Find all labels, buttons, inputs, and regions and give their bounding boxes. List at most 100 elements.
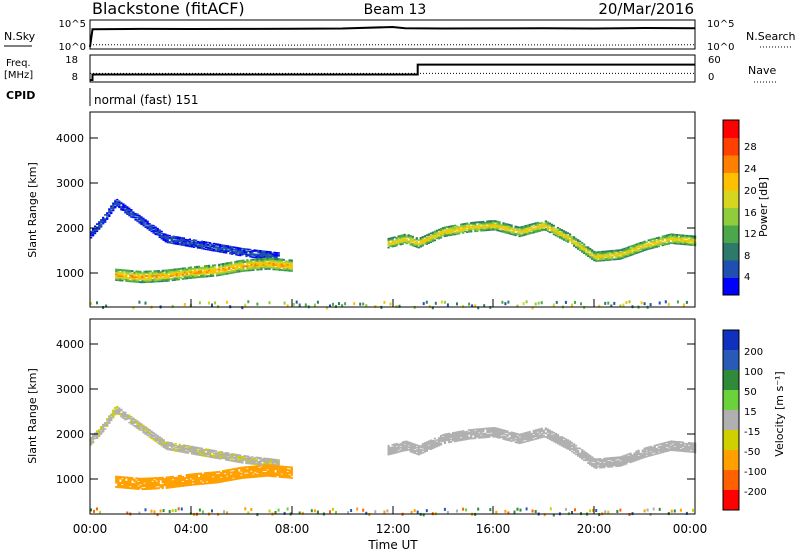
heatmap-cell (466, 231, 469, 234)
heatmap-cell (260, 268, 263, 271)
heatmap-cell (552, 439, 555, 442)
heatmap-cell (158, 438, 161, 440)
heatmap-cell (139, 480, 142, 483)
heatmap-cell (216, 477, 219, 480)
heatmap-cell (278, 474, 281, 477)
heatmap-cell (445, 226, 449, 228)
heatmap-cell (520, 433, 523, 435)
heatmap-cell (435, 444, 439, 447)
heatmap-cell (225, 248, 228, 250)
heatmap-cell (258, 268, 261, 271)
heatmap-cell (411, 447, 414, 450)
heatmap-cell (138, 300, 141, 304)
heatmap-cell (141, 275, 144, 278)
heatmap-cell (284, 476, 287, 479)
heatmap-cell (106, 214, 109, 216)
heatmap-cell (603, 250, 606, 253)
heatmap-cell (488, 224, 491, 226)
heatmap-cell (665, 447, 668, 450)
heatmap-cell (196, 245, 200, 247)
heatmap-cell (236, 267, 239, 270)
heatmap-cell (173, 477, 176, 480)
heatmap-cell (170, 442, 173, 444)
heatmap-cell (413, 447, 416, 450)
heatmap-cell (197, 481, 201, 484)
heatmap-cell (657, 240, 660, 243)
heatmap-cell (462, 229, 465, 232)
heatmap-cell (94, 435, 97, 438)
heatmap-cell (158, 236, 161, 239)
heatmap-cell (122, 411, 125, 413)
heatmap-cell (536, 224, 539, 227)
heatmap-cell (470, 225, 473, 228)
heatmap-cell (591, 456, 594, 459)
heatmap-cell (209, 449, 212, 451)
heatmap-cell (207, 244, 210, 247)
heatmap-cell (393, 241, 396, 244)
colorbar-swatch (723, 277, 739, 296)
heatmap-cell (203, 476, 207, 479)
heatmap-cell (566, 441, 570, 444)
heatmap-cell (564, 238, 568, 241)
heatmap-cell (132, 212, 135, 215)
heatmap-cell (137, 479, 140, 482)
heatmap-cell (609, 458, 612, 461)
heatmap-cell (518, 434, 521, 437)
heatmap-cell (601, 460, 604, 463)
heatmap-cell (448, 434, 451, 436)
heatmap-cell (468, 302, 471, 306)
heatmap-cell (524, 433, 527, 436)
heatmap-cell (108, 209, 111, 211)
heatmap-cell (290, 473, 293, 476)
heatmap-cell (556, 436, 560, 439)
heatmap-cell (641, 247, 644, 250)
heatmap-cell (546, 437, 549, 440)
heatmap-cell (661, 448, 664, 451)
heatmap-cell (687, 449, 691, 452)
heatmap-cell (168, 448, 171, 450)
heatmap-cell (104, 422, 107, 424)
heatmap-cell (106, 213, 109, 215)
heatmap-cell (464, 434, 467, 437)
heatmap-cell (510, 230, 513, 233)
heatmap-cell (207, 455, 210, 458)
heatmap-cell (488, 225, 491, 228)
heatmap-cell (154, 226, 157, 229)
heatmap-cell (249, 458, 252, 461)
heatmap-cell (623, 458, 626, 461)
heatmap-cell (260, 470, 263, 473)
heatmap-cell (389, 237, 392, 240)
heatmap-cell (102, 216, 105, 219)
heatmap-cell (146, 226, 149, 229)
heatmap-cell (536, 432, 539, 435)
heatmap-cell (510, 227, 513, 229)
heatmap-cell (226, 472, 229, 475)
heatmap-cell (667, 442, 670, 445)
heatmap-cell (621, 462, 624, 465)
heatmap-cell (673, 447, 676, 449)
heatmap-cell (170, 443, 173, 445)
heatmap-cell (685, 237, 689, 240)
heatmap-cell (126, 414, 129, 416)
heatmap-cell (597, 253, 600, 256)
heatmap-cell (263, 463, 266, 466)
heatmap-cell (657, 452, 660, 455)
heatmap-cell (158, 443, 161, 446)
heatmap-cell (417, 246, 420, 249)
heatmap-cell (205, 244, 208, 247)
heatmap-cell (474, 224, 477, 226)
heatmap-cell (135, 270, 138, 273)
heatmap-cell (462, 437, 465, 440)
heatmap-cell (591, 253, 594, 255)
heatmap-cell (490, 222, 493, 225)
heatmap-cell (534, 510, 537, 513)
heatmap-cell (259, 255, 262, 257)
heatmap-cell (399, 243, 402, 246)
heatmap-cell (176, 448, 179, 451)
heatmap-cell (575, 246, 578, 249)
heatmap-cell (171, 279, 174, 282)
heatmap-cell (564, 445, 568, 448)
heatmap-cell (389, 446, 392, 449)
heatmap-cell (229, 455, 232, 458)
heatmap-cell (482, 225, 485, 228)
